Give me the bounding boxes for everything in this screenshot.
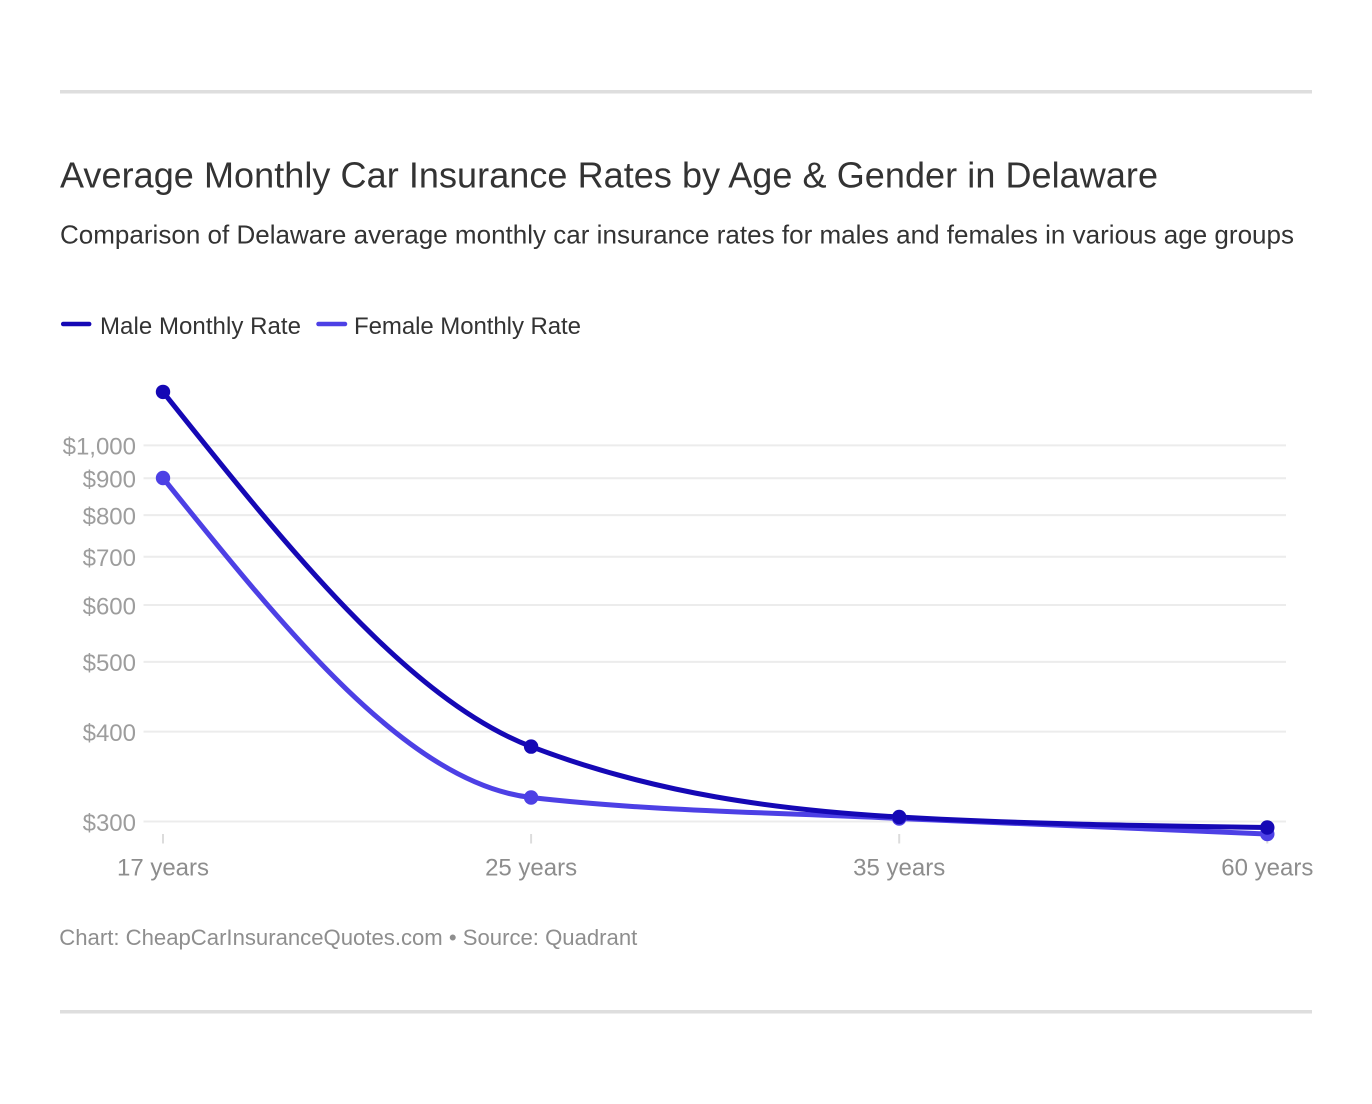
svg-text:$800: $800 bbox=[83, 503, 136, 530]
svg-text:Average Monthly Car Insurance: Average Monthly Car Insurance Rates by A… bbox=[60, 155, 1158, 196]
svg-text:$700: $700 bbox=[83, 545, 136, 572]
svg-text:$600: $600 bbox=[83, 593, 136, 620]
svg-text:Male Monthly Rate: Male Monthly Rate bbox=[100, 313, 301, 340]
svg-text:Chart: CheapCarInsuranceQuotes: Chart: CheapCarInsuranceQuotes.com • Sou… bbox=[59, 925, 638, 950]
svg-text:17 years: 17 years bbox=[117, 855, 209, 882]
svg-text:$500: $500 bbox=[83, 650, 136, 677]
svg-text:25 years: 25 years bbox=[485, 855, 577, 882]
svg-text:$1,000: $1,000 bbox=[63, 434, 136, 461]
svg-text:Comparison of Delaware average: Comparison of Delaware average monthly c… bbox=[60, 219, 1294, 249]
svg-text:$400: $400 bbox=[83, 720, 136, 747]
svg-text:60 years: 60 years bbox=[1221, 855, 1313, 882]
svg-text:$900: $900 bbox=[83, 467, 136, 494]
svg-text:Female Monthly Rate: Female Monthly Rate bbox=[354, 313, 581, 340]
svg-text:$300: $300 bbox=[83, 810, 136, 837]
svg-text:35 years: 35 years bbox=[853, 855, 945, 882]
